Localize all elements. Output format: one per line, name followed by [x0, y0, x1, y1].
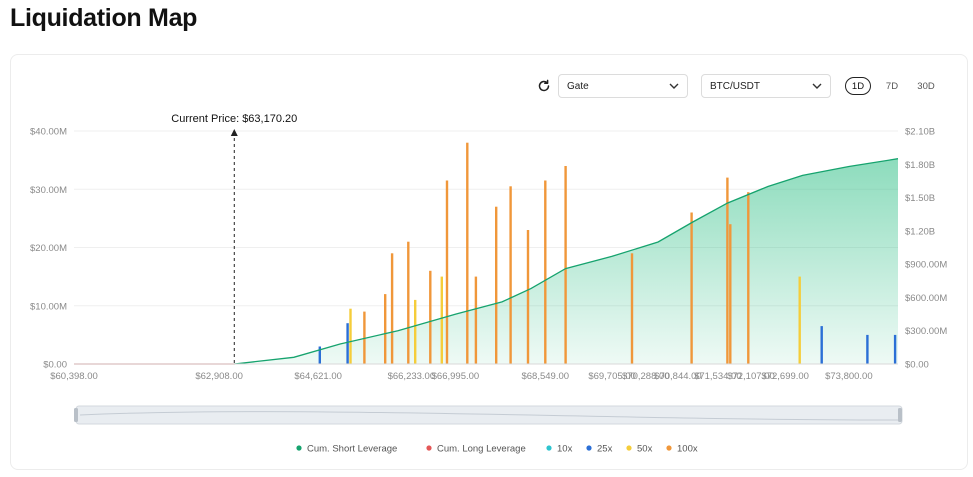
legend-marker [426, 445, 432, 451]
bar-50x [440, 276, 443, 364]
legend-marker [586, 445, 592, 451]
bar-100x [407, 241, 410, 364]
cum-short-area-fill [234, 158, 899, 364]
bar-50x [349, 308, 352, 364]
x-tick-label: $73,800.00 [825, 371, 873, 382]
x-tick-label: $62,908.00 [195, 371, 243, 382]
pair-select-value: BTC/USDT [710, 80, 760, 92]
page-title: Liquidation Map [10, 4, 198, 32]
bar-100x [445, 180, 449, 364]
legend-item-label[interactable]: Cum. Long Leverage [437, 444, 526, 455]
bar-100x [630, 253, 634, 364]
bar-100x [726, 177, 729, 364]
bar-100x [544, 180, 547, 364]
current-price-marker: Current Price: $63,170.20 [171, 113, 297, 364]
x-tick-label: $66,995.00 [432, 371, 480, 382]
refresh-button[interactable] [535, 77, 553, 95]
x-axis: $60,398.00 $62,908.00 $64,621.00 $66,233.00… [50, 363, 898, 382]
bar-100x [384, 294, 387, 364]
y-right-tick-label: $0.00 [905, 360, 929, 371]
range-slider-preview [79, 411, 899, 421]
legend-marker [546, 445, 552, 451]
cum-short-area [234, 158, 899, 364]
x-tick-label: $68,549.00 [521, 371, 569, 382]
x-tick-label: $69,705.00 [588, 371, 636, 382]
bar-100x [429, 270, 432, 364]
bar-100x [690, 212, 693, 364]
y-right-tick-label: $300.00M [905, 326, 947, 337]
bar-100x [390, 253, 394, 364]
y-left-tick-label: $40.00M [30, 127, 67, 138]
legend-marker [296, 445, 302, 451]
y-right-tick-label: $1.80B [905, 160, 935, 171]
bar-100x [729, 224, 732, 364]
y-right-tick-label: $2.10B [905, 127, 935, 138]
range-slider-handle-left[interactable] [74, 408, 78, 422]
x-tick-label: $72,699.00 [761, 371, 809, 382]
x-tick-label: $64,621.00 [294, 371, 342, 382]
y-right-tick-label: $900.00M [905, 260, 947, 271]
range-slider-track[interactable] [75, 405, 903, 425]
timeframe-1d-button[interactable]: 1D [845, 77, 871, 95]
range-slider-handle-right[interactable] [898, 408, 902, 422]
bar-100x [466, 142, 469, 364]
legend-marker [626, 445, 632, 451]
bar-100x [747, 192, 750, 364]
y-axis-right: $0.00 $300.00M $600.00M $900.00M $1.20B $1.50… [905, 127, 947, 371]
legend-item-label[interactable]: 10x [557, 444, 573, 455]
bar-100x [526, 230, 530, 364]
y-axis-left: $0.00 $10.00M $20.00M $30.00M $40.00M [30, 127, 67, 371]
bar-100x [495, 206, 498, 364]
x-tick-label: $66,233.00 [388, 371, 436, 382]
x-tick-label: $70,844.00 [654, 371, 702, 382]
cum-short-leverage-line [234, 158, 899, 365]
y-left-tick-label: $10.00M [30, 301, 67, 312]
refresh-icon [538, 79, 550, 92]
y-left-tick-label: $30.00M [30, 185, 67, 196]
x-tick-label: $70,288.00 [622, 371, 670, 382]
timeframe-7d-button[interactable]: 7D [885, 80, 899, 92]
current-price-arrow [230, 129, 238, 136]
y-right-tick-label: $1.20B [905, 226, 935, 237]
x-tick-label: $60,398.00 [50, 371, 98, 382]
current-price-label: Current Price: $63,170.20 [171, 113, 297, 125]
exchange-select-value: Gate [567, 80, 589, 92]
bar-100x [474, 276, 478, 364]
bar-50x [798, 276, 801, 364]
y-left-tick-label: $20.00M [30, 243, 67, 254]
legend-item-label[interactable]: Cum. Short Leverage [307, 444, 397, 455]
y-left-tick-label: $0.00 [43, 360, 67, 371]
legend-marker [666, 445, 672, 451]
chevron-down-icon [669, 83, 679, 89]
exchange-select[interactable]: Gate [558, 74, 688, 98]
bar-50x [414, 299, 417, 364]
range-slider[interactable] [74, 405, 903, 425]
bar-25x [820, 326, 823, 364]
bar-group [318, 142, 897, 364]
bar-25x [866, 334, 869, 364]
timeframe-toggle: 1D 7D 30D [845, 77, 939, 95]
legend-item-label[interactable]: 50x [637, 444, 653, 455]
chart-legend: Cum. Short Leverage Cum. Long Leverage 10x… [296, 444, 698, 455]
chevron-down-icon [812, 83, 822, 89]
legend-item-label[interactable]: 25x [597, 444, 613, 455]
bar-25x [346, 323, 349, 364]
x-tick-label: $71,534.00 [694, 371, 742, 382]
y-right-tick-label: $600.00M [905, 293, 947, 304]
bar-100x [509, 186, 512, 364]
y-right-tick-label: $1.50B [905, 193, 935, 204]
bar-25x [318, 346, 321, 364]
legend-item-label[interactable]: 100x [677, 444, 698, 455]
timeframe-30d-button[interactable]: 30D [917, 80, 935, 92]
x-tick-label: $72,107.00 [727, 371, 775, 382]
bar-25x [893, 334, 897, 364]
bar-100x [564, 166, 567, 364]
pair-select[interactable]: BTC/USDT [701, 74, 831, 98]
